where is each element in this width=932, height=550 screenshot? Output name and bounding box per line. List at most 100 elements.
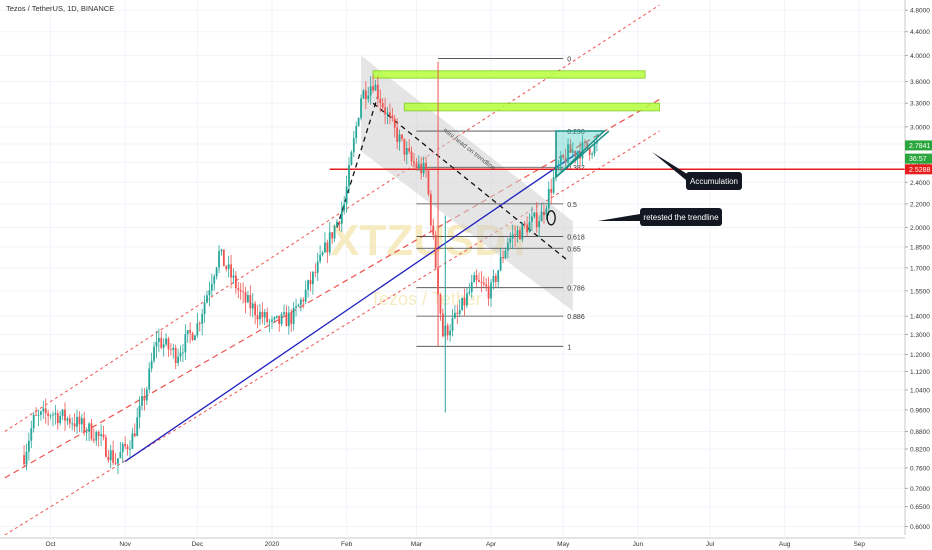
candle (521, 222, 524, 243)
candle (422, 156, 425, 177)
candle (321, 250, 324, 257)
candle-body (208, 290, 211, 296)
candle (145, 386, 148, 405)
candle (259, 304, 261, 326)
candle-body (189, 330, 192, 334)
candle (559, 151, 562, 172)
candle-body (393, 118, 396, 128)
candle-body (463, 297, 466, 306)
time-tick-label: Feb (341, 541, 353, 548)
candle-body (42, 408, 45, 412)
fib-level-label: 1 (567, 344, 571, 351)
candle (506, 237, 509, 259)
candle (290, 308, 293, 333)
candle-body (429, 194, 432, 226)
price-tick-label: 1.8500 (910, 244, 930, 251)
candle (405, 141, 408, 165)
candle (509, 232, 512, 248)
candle (528, 213, 531, 233)
candle-body (218, 251, 220, 268)
retest-callout: retested the trendline (598, 208, 722, 226)
candle-body (283, 312, 285, 315)
candle-body (328, 232, 331, 253)
candle-body (482, 282, 485, 285)
candle (148, 362, 151, 394)
candle-body (362, 90, 365, 99)
candle-body (552, 177, 555, 193)
candle-body (251, 303, 254, 309)
candle-body (454, 312, 456, 318)
candle-body (427, 170, 430, 195)
candle (350, 150, 353, 166)
candle-body (66, 418, 69, 421)
candle (189, 322, 192, 344)
candle (497, 269, 500, 289)
candle-body (559, 155, 562, 165)
candle (56, 410, 59, 430)
candle (64, 402, 66, 432)
candle-body (543, 211, 545, 216)
callout-text: Accumulation (690, 177, 738, 186)
candle-body (403, 138, 406, 155)
candle-body (278, 315, 281, 325)
candle-body (533, 212, 536, 217)
candle-body (593, 143, 596, 154)
candle (516, 225, 519, 243)
candle-body (25, 451, 28, 465)
price-tick-label: 0.7000 (910, 486, 930, 493)
candle (348, 157, 350, 194)
candle-body (567, 144, 569, 163)
candle (222, 249, 225, 267)
candle (25, 443, 28, 471)
candle-body (434, 235, 437, 268)
candle-body (449, 330, 451, 336)
candle-body (355, 125, 358, 139)
candle (203, 295, 206, 323)
candle-body (384, 107, 387, 115)
candle-body (47, 413, 50, 416)
candle (32, 412, 35, 433)
candle (177, 348, 180, 367)
candle-body (141, 396, 143, 406)
candle (90, 418, 93, 441)
price-tick-label: 3.6000 (910, 79, 930, 86)
candle-body (504, 250, 507, 259)
candle-body (186, 330, 189, 335)
candle-body (547, 189, 550, 209)
candle (403, 138, 406, 162)
candle (396, 118, 399, 150)
candle (328, 221, 331, 256)
candle-body (54, 413, 57, 415)
candle-body (162, 344, 165, 348)
candle-body (446, 325, 449, 336)
candle (545, 205, 548, 220)
candle-body (107, 456, 110, 461)
price-badge-label: 36:57 (909, 156, 927, 163)
price-tick-label: 4.8000 (910, 8, 930, 15)
candle (244, 286, 247, 314)
candle-body (121, 443, 124, 453)
candle (220, 248, 223, 256)
candle (271, 315, 273, 330)
candle (343, 195, 346, 215)
candle-body (487, 286, 490, 299)
candle (480, 271, 483, 293)
candle-body (271, 319, 273, 322)
candle (571, 141, 574, 158)
candle-body (256, 315, 259, 320)
accumulation-triangle (555, 130, 607, 179)
candle-body (49, 415, 52, 417)
candle (201, 308, 204, 336)
candle-body (367, 95, 370, 100)
candle-body (417, 163, 420, 168)
candle (372, 75, 374, 93)
candle-body (155, 341, 158, 347)
candle (533, 211, 536, 219)
candle (278, 315, 281, 332)
candle (297, 303, 300, 307)
candle (254, 300, 257, 325)
candle-body (148, 368, 151, 390)
candle (401, 134, 403, 142)
